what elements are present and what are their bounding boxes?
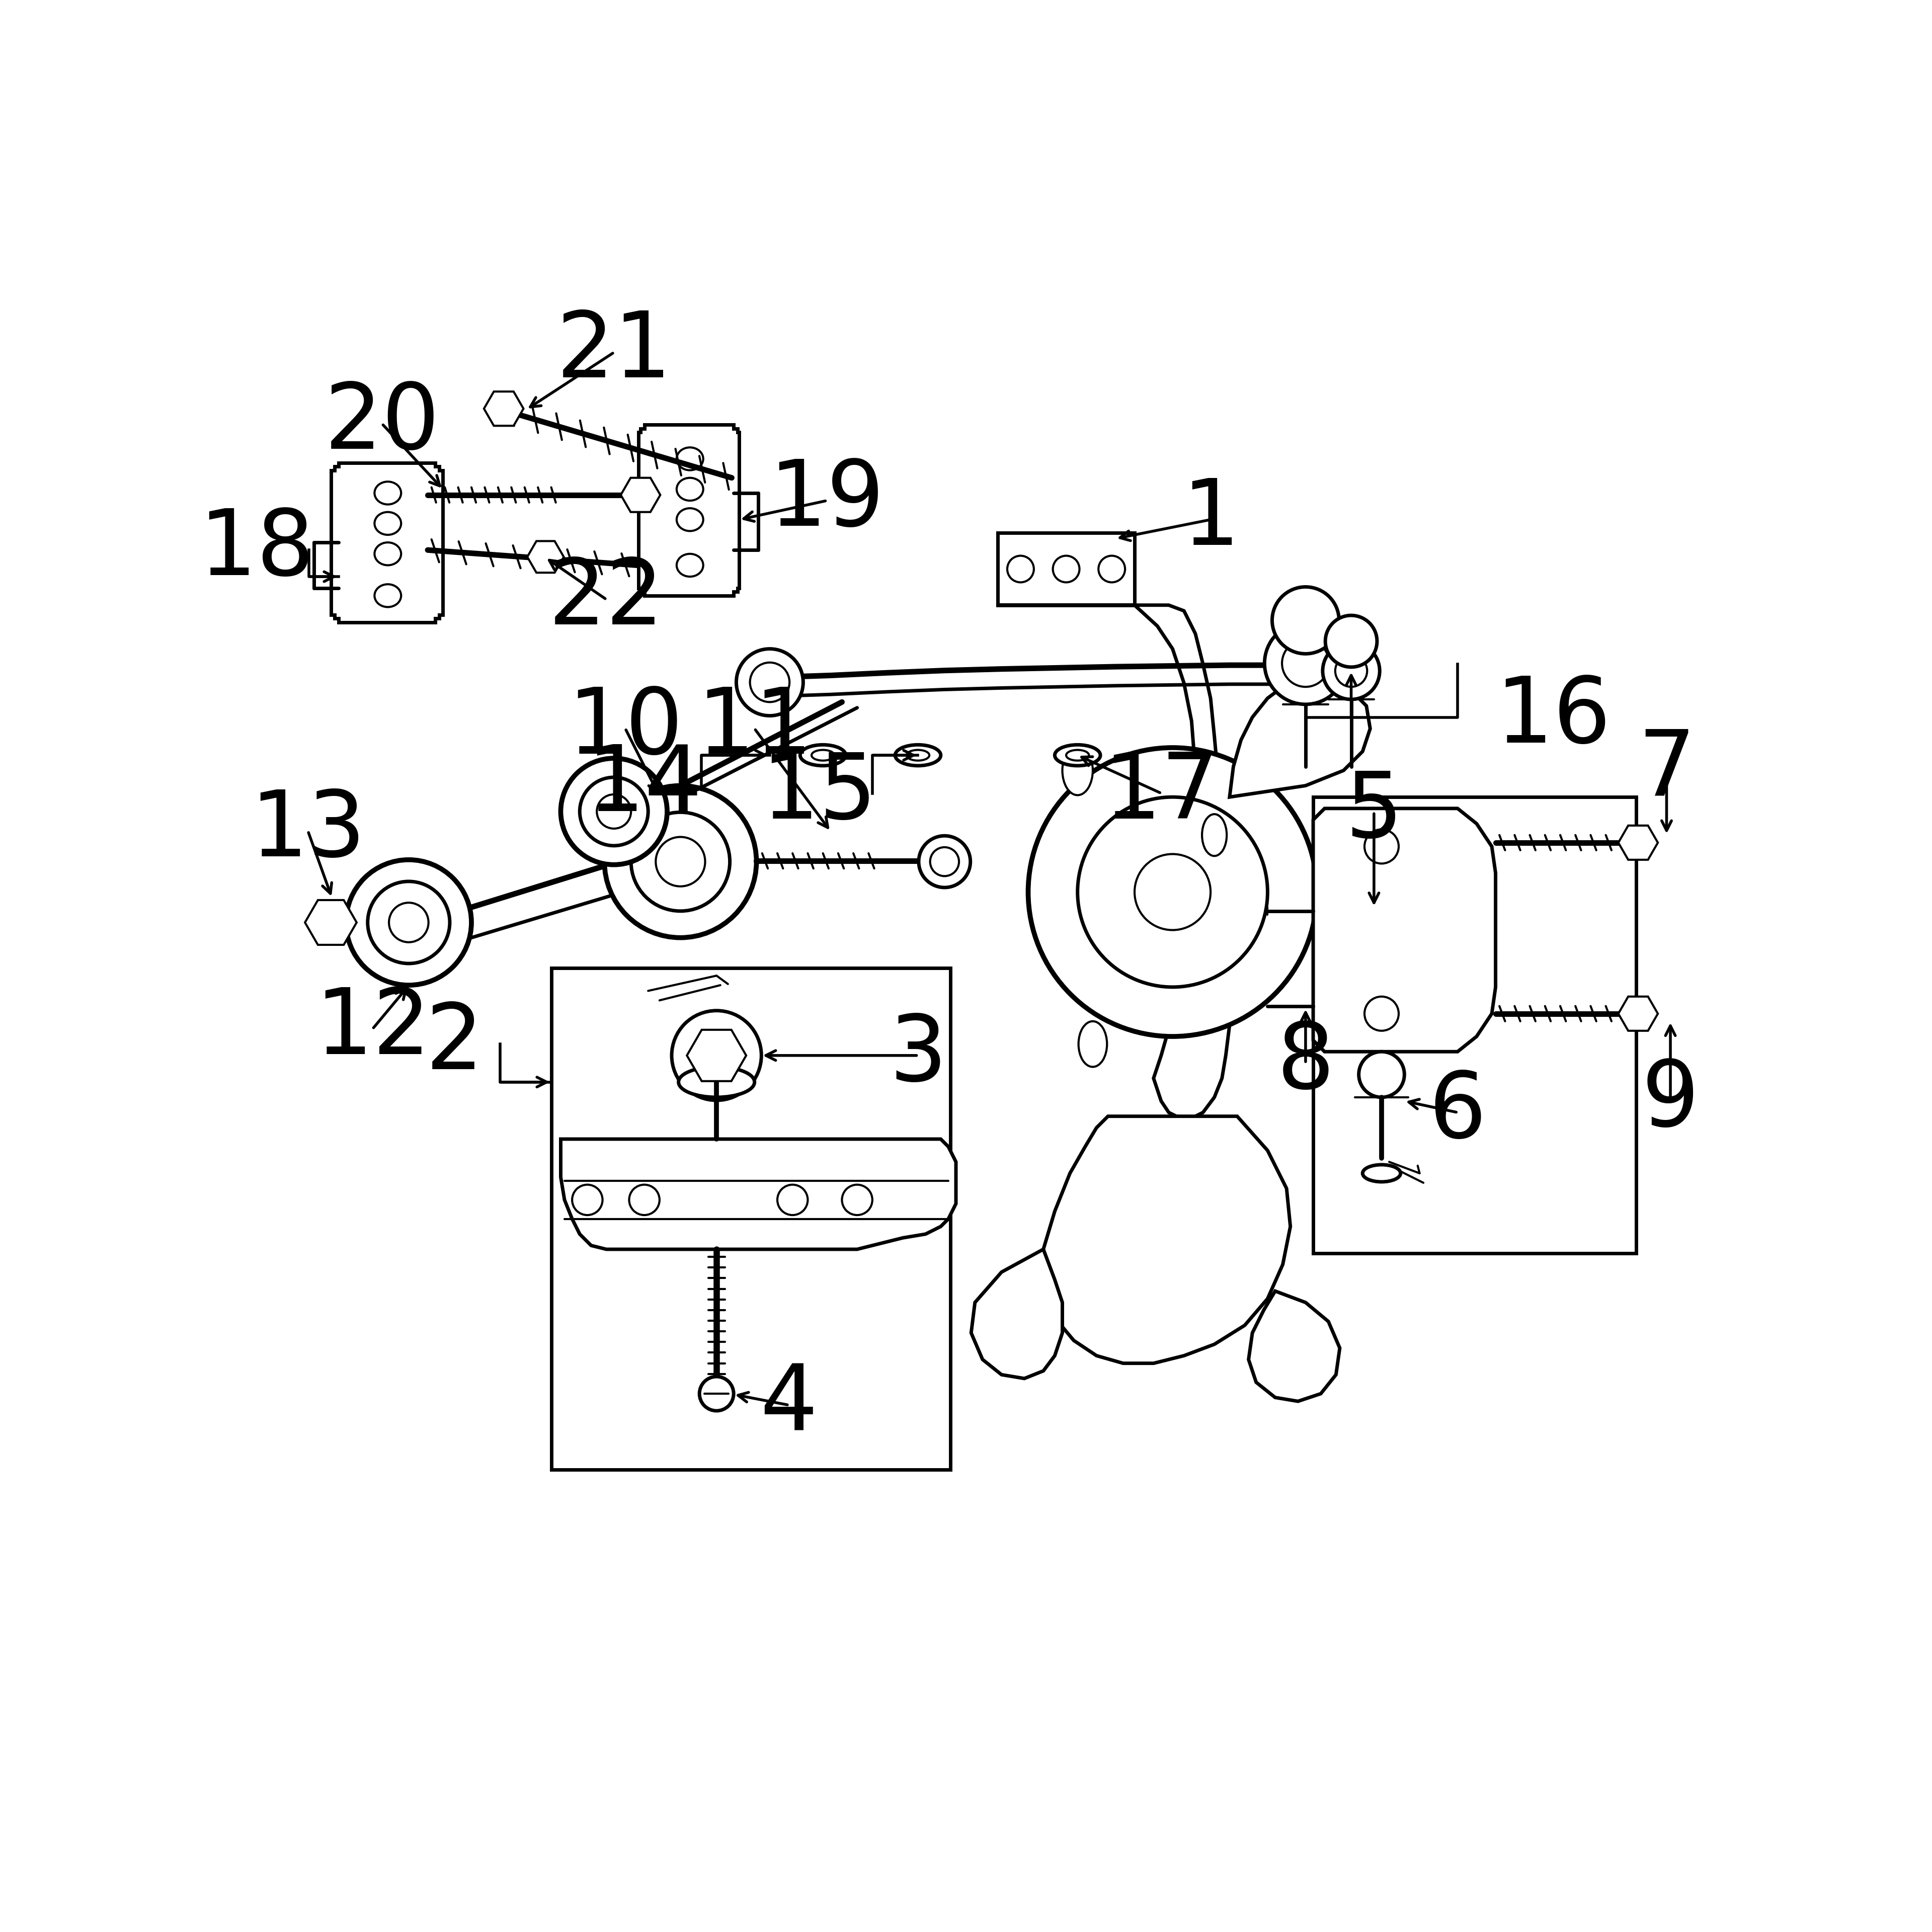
Text: 10: 10 (568, 684, 684, 773)
Text: 1: 1 (1182, 475, 1240, 564)
Ellipse shape (375, 481, 402, 504)
Text: 4: 4 (759, 1360, 817, 1449)
Bar (997, 533, 1134, 605)
Circle shape (1271, 587, 1339, 653)
Text: 3: 3 (889, 1010, 947, 1099)
Circle shape (1283, 639, 1329, 688)
Circle shape (1265, 622, 1347, 705)
Ellipse shape (676, 477, 703, 500)
Text: 21: 21 (556, 307, 672, 396)
Text: 20: 20 (325, 379, 440, 468)
Ellipse shape (895, 746, 941, 765)
Text: 7: 7 (1638, 726, 1696, 815)
Circle shape (1325, 616, 1378, 667)
Circle shape (1078, 798, 1267, 987)
Circle shape (1028, 748, 1318, 1036)
Circle shape (750, 663, 790, 701)
Ellipse shape (1202, 813, 1227, 856)
Ellipse shape (375, 543, 402, 566)
Polygon shape (560, 1140, 956, 1250)
Circle shape (580, 777, 647, 846)
Circle shape (1007, 556, 1034, 582)
Ellipse shape (676, 448, 703, 469)
Bar (1314, 798, 1636, 1254)
Polygon shape (639, 425, 740, 595)
Circle shape (1323, 641, 1379, 699)
Circle shape (560, 757, 667, 866)
Circle shape (777, 1184, 808, 1215)
Ellipse shape (906, 750, 929, 761)
Ellipse shape (811, 750, 835, 761)
Circle shape (672, 1010, 761, 1101)
Circle shape (699, 1378, 734, 1410)
Polygon shape (1248, 1291, 1339, 1401)
Circle shape (1364, 997, 1399, 1032)
Text: 14: 14 (587, 742, 701, 831)
Text: 6: 6 (1428, 1068, 1486, 1157)
Ellipse shape (375, 583, 402, 607)
Circle shape (605, 786, 757, 937)
Polygon shape (1229, 684, 1370, 798)
Ellipse shape (1066, 750, 1090, 761)
Text: 8: 8 (1277, 1018, 1335, 1107)
Polygon shape (330, 462, 442, 622)
Ellipse shape (375, 512, 402, 535)
Text: 5: 5 (1345, 769, 1403, 856)
Bar (551, 968, 951, 1470)
Circle shape (1134, 854, 1211, 929)
Text: 9: 9 (1642, 1057, 1700, 1146)
Circle shape (597, 794, 632, 829)
Polygon shape (972, 1250, 1063, 1379)
Ellipse shape (678, 1066, 755, 1097)
Ellipse shape (800, 746, 846, 765)
Ellipse shape (1362, 1165, 1401, 1182)
Circle shape (346, 860, 471, 985)
Circle shape (1053, 556, 1080, 582)
Circle shape (1364, 829, 1399, 864)
Text: 11: 11 (697, 684, 811, 773)
Circle shape (1335, 655, 1368, 688)
Polygon shape (1314, 808, 1495, 1051)
Circle shape (705, 1043, 728, 1068)
Text: 13: 13 (251, 786, 365, 875)
Circle shape (321, 912, 342, 933)
Ellipse shape (676, 508, 703, 531)
Circle shape (920, 837, 970, 887)
Polygon shape (1043, 1117, 1291, 1364)
Circle shape (630, 1184, 659, 1215)
Circle shape (929, 848, 958, 875)
Text: 18: 18 (199, 506, 315, 595)
Text: 15: 15 (761, 750, 877, 838)
Circle shape (367, 881, 450, 964)
Circle shape (388, 902, 429, 943)
Text: 12: 12 (315, 985, 431, 1072)
Polygon shape (997, 605, 1233, 1119)
Text: 2: 2 (425, 999, 483, 1088)
Circle shape (572, 1184, 603, 1215)
Circle shape (1358, 1051, 1405, 1097)
Ellipse shape (676, 554, 703, 576)
Ellipse shape (1055, 746, 1101, 765)
Circle shape (736, 649, 804, 715)
Circle shape (842, 1184, 873, 1215)
Circle shape (632, 811, 730, 912)
Text: 19: 19 (769, 456, 885, 545)
Text: 22: 22 (549, 554, 665, 643)
Text: 17: 17 (1103, 750, 1219, 838)
Ellipse shape (1063, 746, 1094, 796)
Circle shape (1099, 556, 1124, 582)
Circle shape (655, 837, 705, 887)
Text: 16: 16 (1495, 672, 1611, 761)
Ellipse shape (1078, 1022, 1107, 1066)
